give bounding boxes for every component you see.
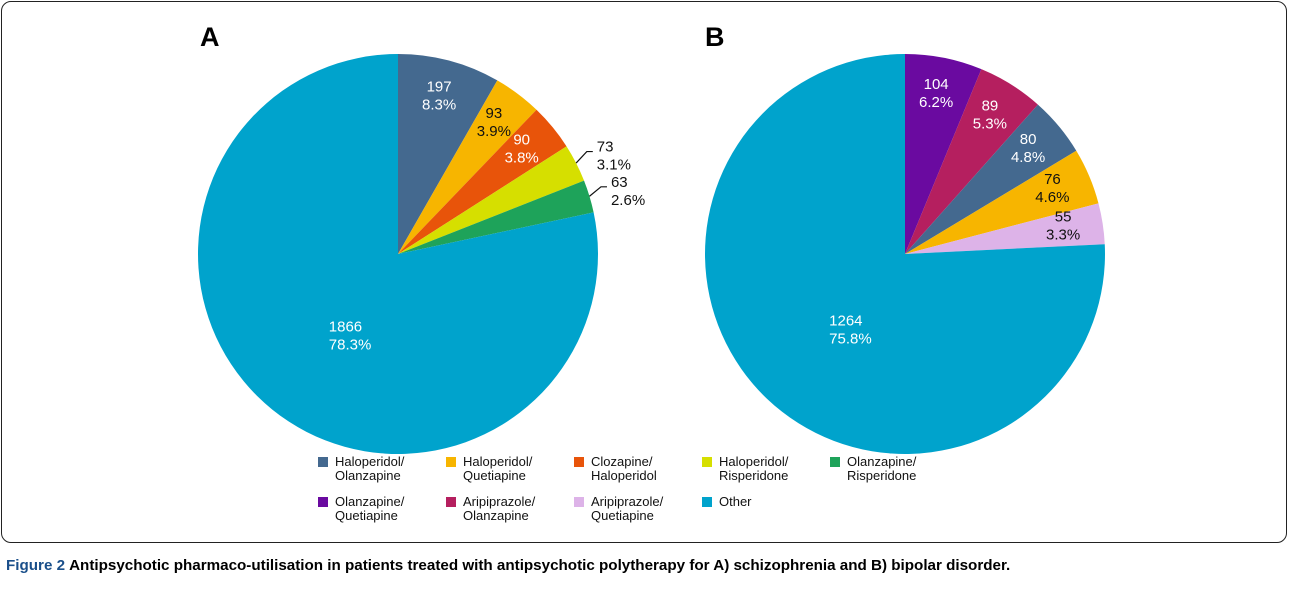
frame xyxy=(1,1,1287,543)
percent-label: 3.8% xyxy=(505,150,539,167)
pie-slice xyxy=(905,54,982,254)
legend-label: Haloperidol/ Olanzapine xyxy=(335,454,405,483)
caption-label: Figure 2 xyxy=(6,557,66,574)
legend-label: Olanzapine/ Risperidone xyxy=(847,454,917,483)
legend-entry: Other xyxy=(702,494,829,509)
legend-entry: Haloperidol/ Olanzapine xyxy=(318,454,445,483)
legend-label: Haloperidol/ Risperidone xyxy=(719,454,789,483)
legend-swatch xyxy=(446,457,456,467)
value-label: 76 xyxy=(1044,171,1061,188)
percent-label: 5.3% xyxy=(973,115,1007,132)
legend-swatch xyxy=(702,497,712,507)
caption: Figure 2 Antipsychotic pharmaco-utilisati… xyxy=(6,557,1010,574)
legend-entry: Aripiprazole/ Olanzapine xyxy=(446,494,573,523)
caption-text: Antipsychotic pharmaco-utilisation in pa… xyxy=(69,557,1011,574)
value-label: 55 xyxy=(1055,209,1072,226)
percent-label: 3.3% xyxy=(1046,227,1080,244)
legend-swatch xyxy=(574,497,584,507)
pie-slice xyxy=(398,80,537,255)
value-label: 1264 xyxy=(829,313,862,330)
pie-slice xyxy=(905,104,1077,254)
value-label: 1866 xyxy=(329,318,362,335)
value-label: 197 xyxy=(427,78,452,95)
legend-label: Aripiprazole/ Olanzapine xyxy=(463,494,536,523)
pie-slice xyxy=(398,180,594,254)
percent-label: 6.2% xyxy=(919,94,953,111)
percent-label: 8.3% xyxy=(422,96,456,113)
legend-label: Olanzapine/ Quetiapine xyxy=(335,494,405,523)
chart-title: B xyxy=(705,22,725,52)
value-label: 90 xyxy=(513,132,530,149)
value-label: 73 xyxy=(597,139,614,156)
percent-label: 4.8% xyxy=(1011,149,1045,166)
pie-slice xyxy=(398,54,498,254)
legend-entry: Clozapine/ Haloperidol xyxy=(574,454,701,483)
value-label: 89 xyxy=(982,97,999,114)
value-label: 104 xyxy=(924,76,949,93)
value-label: 80 xyxy=(1020,131,1037,148)
legend-swatch xyxy=(574,457,584,467)
pie-slice xyxy=(705,54,1105,454)
chart-title: A xyxy=(200,22,220,52)
percent-label: 3.9% xyxy=(477,123,511,140)
legend-label: Haloperidol/ Quetiapine xyxy=(463,454,533,483)
percent-label: 75.8% xyxy=(829,331,872,348)
legend-entry: Haloperidol/ Quetiapine xyxy=(446,454,573,483)
pie-slice xyxy=(398,146,585,254)
pie-slice xyxy=(398,109,567,254)
legend-entry: Aripiprazole/ Quetiapine xyxy=(574,494,701,523)
pie-slice xyxy=(905,203,1105,254)
leader-line xyxy=(575,150,593,164)
value-label: 63 xyxy=(611,174,628,191)
legend-entry: Haloperidol/ Risperidone xyxy=(702,454,829,483)
legend-swatch xyxy=(446,497,456,507)
pie-slice xyxy=(198,54,598,454)
percent-label: 78.3% xyxy=(329,336,372,353)
pie-slice xyxy=(905,150,1099,254)
legend-swatch xyxy=(318,497,328,507)
legend-label: Other xyxy=(719,494,752,509)
legend-swatch xyxy=(702,457,712,467)
percent-label: 2.6% xyxy=(611,192,645,209)
legend-entry: Olanzapine/ Risperidone xyxy=(830,454,957,483)
pie-slice xyxy=(905,69,1038,254)
legend-label: Aripiprazole/ Quetiapine xyxy=(591,494,664,523)
leader-line xyxy=(589,186,607,197)
percent-label: 4.6% xyxy=(1035,189,1069,206)
legend-entry: Olanzapine/ Quetiapine xyxy=(318,494,445,523)
legend-swatch xyxy=(830,457,840,467)
value-label: 93 xyxy=(486,105,503,122)
legend-swatch xyxy=(318,457,328,467)
legend-label: Clozapine/ Haloperidol xyxy=(591,454,657,483)
percent-label: 3.1% xyxy=(597,157,631,174)
